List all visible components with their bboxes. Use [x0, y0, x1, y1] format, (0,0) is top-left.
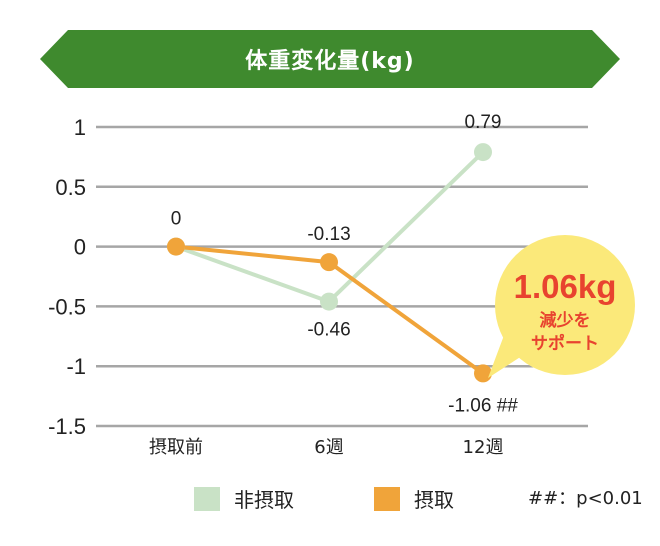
legend-label-intake: 摂取	[414, 488, 454, 512]
x-tick-label: 12週	[463, 437, 504, 458]
data-label: -1.06 ##	[448, 395, 518, 416]
data-labels: -0.46 0.79 0 -0.13 -1.06 ##	[171, 112, 519, 416]
data-label: 0	[171, 209, 182, 230]
data-point-non-intake	[320, 292, 338, 311]
x-tick-label: 6週	[314, 437, 343, 458]
callout-line2: サポート	[531, 333, 599, 354]
y-tick-label: 0	[74, 235, 86, 260]
data-point-intake	[320, 253, 338, 272]
y-tick-labels: 1 0.5 0 -0.5 -1 -1.5	[48, 115, 86, 439]
callout-line1: 減少を	[540, 310, 591, 331]
callout-badge: 1.06kg 減少を サポート	[488, 235, 635, 378]
significance-note: ##：p<0.01	[528, 488, 643, 509]
data-label: -0.13	[307, 224, 350, 245]
data-point-intake	[167, 237, 185, 256]
line-chart: 1 0.5 0 -0.5 -1 -1.5 摂取前 6週 12週 -0.46 0.79 0 -0.13…	[48, 112, 635, 458]
series-lines	[167, 143, 492, 383]
y-tick-label: -0.5	[48, 294, 86, 319]
data-point-non-intake	[474, 143, 492, 162]
y-tick-label: -1	[66, 354, 86, 379]
chart-title: 体重変化量(kg)	[245, 49, 415, 74]
legend-label-non-intake: 非摂取	[234, 488, 294, 512]
y-tick-label: 0.5	[55, 175, 86, 200]
y-tick-label: -1.5	[48, 414, 86, 439]
x-tick-label: 摂取前	[149, 437, 203, 458]
legend: 非摂取 摂取	[0, 478, 660, 526]
legend-item-intake: 摂取	[374, 484, 454, 513]
legend-item-non-intake: 非摂取	[194, 484, 294, 513]
data-label: -0.46	[307, 320, 350, 341]
callout-value: 1.06kg	[514, 268, 617, 305]
y-tick-label: 1	[74, 115, 86, 140]
legend-swatch-non-intake	[194, 486, 220, 511]
legend-swatch-intake	[374, 486, 400, 511]
x-tick-labels: 摂取前 6週 12週	[149, 437, 503, 458]
data-label: 0.79	[465, 112, 502, 133]
data-point-intake	[474, 364, 492, 383]
title-banner	[40, 30, 620, 88]
